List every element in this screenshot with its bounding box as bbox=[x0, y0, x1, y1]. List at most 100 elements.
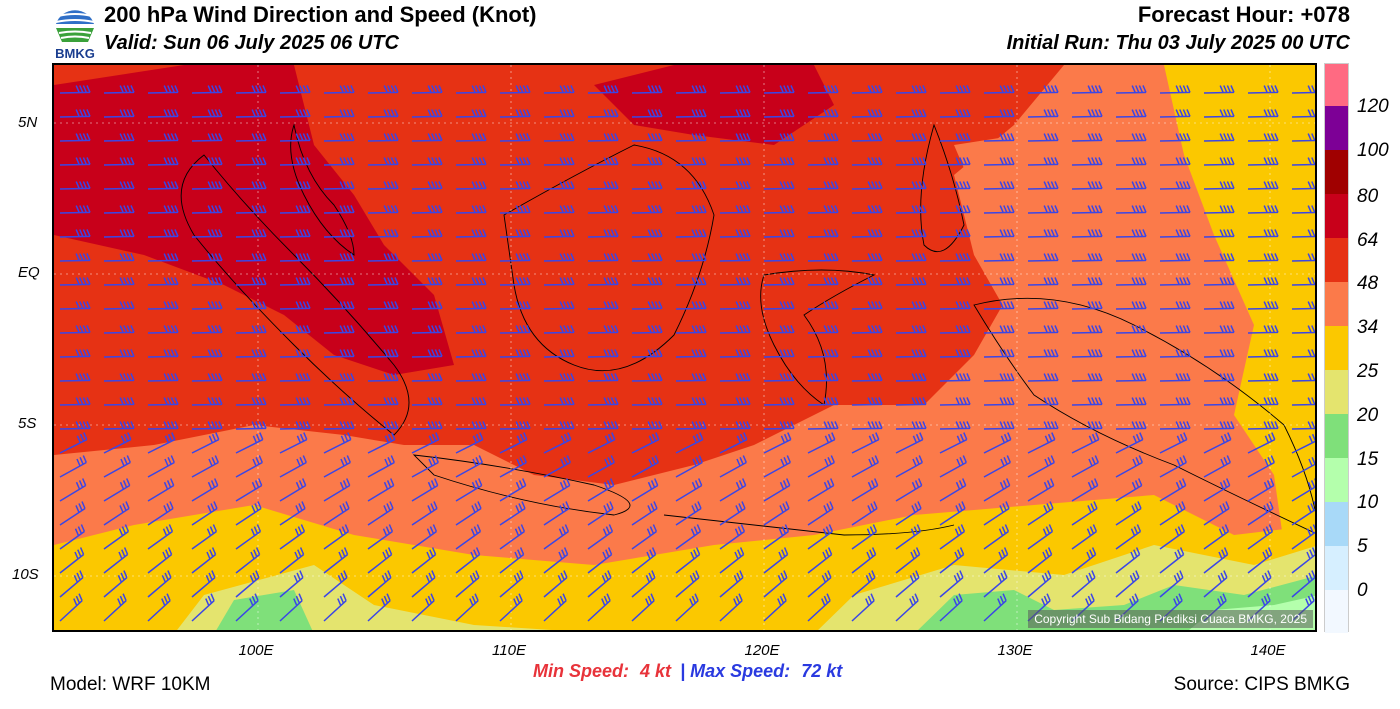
wind-barb bbox=[1159, 85, 1191, 94]
wind-barb bbox=[675, 109, 707, 118]
wind-barb bbox=[895, 478, 923, 502]
wind-barb bbox=[499, 85, 531, 94]
wind-barb bbox=[411, 301, 443, 310]
wind-barb bbox=[279, 455, 307, 478]
wind-barb bbox=[983, 229, 1015, 238]
wind-barb bbox=[631, 205, 663, 214]
wind-barb bbox=[719, 157, 751, 166]
wind-barb bbox=[103, 205, 135, 214]
wind-barb bbox=[411, 501, 438, 526]
wind-barb bbox=[323, 570, 348, 598]
wind-barb bbox=[147, 85, 179, 94]
wind-barb bbox=[191, 397, 223, 406]
wind-barb bbox=[807, 181, 839, 190]
wind-barb bbox=[719, 133, 751, 142]
wind-barb bbox=[323, 253, 355, 262]
wind-barb bbox=[675, 397, 707, 406]
wind-barb bbox=[1203, 349, 1235, 358]
wind-barb bbox=[807, 349, 839, 358]
wind-barb bbox=[807, 301, 839, 310]
wind-barb bbox=[1071, 478, 1099, 502]
wind-barb bbox=[939, 501, 966, 526]
wind-barb bbox=[1203, 432, 1232, 454]
wind-barb bbox=[1291, 349, 1315, 358]
wind-barb bbox=[807, 570, 832, 598]
wind-barb bbox=[631, 325, 663, 334]
legend-swatch-120 bbox=[1325, 106, 1348, 150]
wind-barb bbox=[1159, 478, 1187, 502]
wind-barb bbox=[631, 181, 663, 190]
wind-barb bbox=[983, 133, 1015, 142]
wind-barb bbox=[235, 349, 267, 358]
wind-barb bbox=[279, 133, 311, 142]
wind-barb bbox=[499, 501, 526, 526]
wind-barb bbox=[1027, 421, 1059, 430]
wind-barb bbox=[719, 501, 746, 526]
wind-barb bbox=[1247, 432, 1276, 454]
wind-barb bbox=[367, 455, 395, 478]
wind-barb bbox=[719, 547, 745, 574]
wind-barb bbox=[939, 421, 971, 430]
wind-barb bbox=[1159, 373, 1191, 382]
wind-barb bbox=[235, 133, 267, 142]
wind-barb bbox=[939, 277, 971, 286]
wind-barb bbox=[1247, 157, 1279, 166]
wind-barb bbox=[1247, 253, 1279, 262]
wind-barb bbox=[411, 455, 439, 478]
wind-barb bbox=[587, 109, 619, 118]
wind-barb bbox=[851, 421, 883, 430]
wind-barb bbox=[59, 397, 91, 406]
wind-barb bbox=[851, 524, 878, 550]
wind-barb bbox=[455, 421, 487, 430]
sulawesi-coast bbox=[760, 269, 876, 406]
wind-barb bbox=[763, 181, 795, 190]
wind-barb bbox=[191, 301, 223, 310]
wind-barb bbox=[147, 109, 179, 118]
wind-barb bbox=[1115, 181, 1147, 190]
wind-barb bbox=[1115, 501, 1142, 526]
wind-barb bbox=[851, 373, 883, 382]
wind-barb bbox=[587, 570, 612, 598]
wind-barb bbox=[411, 277, 443, 286]
wind-barb bbox=[1115, 205, 1147, 214]
wind-barb bbox=[1159, 133, 1191, 142]
wind-barb bbox=[587, 181, 619, 190]
wind-barb bbox=[323, 373, 355, 382]
wind-barb bbox=[807, 478, 835, 502]
wind-barb bbox=[763, 455, 791, 478]
wind-barb bbox=[1159, 325, 1191, 334]
wind-barb bbox=[983, 501, 1010, 526]
wind-barb bbox=[1203, 181, 1235, 190]
wind-barb bbox=[763, 547, 789, 574]
wind-barb bbox=[1027, 501, 1054, 526]
wind-barb bbox=[191, 157, 223, 166]
legend-swatch-25 bbox=[1325, 370, 1348, 414]
wind-barb bbox=[587, 205, 619, 214]
wind-barb bbox=[631, 455, 659, 478]
wind-barb bbox=[1247, 397, 1279, 406]
wind-barb bbox=[675, 133, 707, 142]
wind-barb bbox=[939, 478, 967, 502]
wind-barb bbox=[631, 85, 663, 94]
wind-barb bbox=[675, 570, 700, 598]
wind-barb bbox=[1203, 501, 1230, 526]
wind-barb bbox=[631, 349, 663, 358]
wind-barb bbox=[1247, 301, 1279, 310]
max-speed-label: Max Speed: bbox=[690, 661, 791, 681]
wind-barb bbox=[543, 421, 575, 430]
wind-barb bbox=[543, 181, 575, 190]
wind-barb bbox=[279, 593, 303, 622]
wind-barb bbox=[147, 133, 179, 142]
wind-barb bbox=[807, 524, 834, 550]
wind-barb bbox=[279, 181, 311, 190]
wind-barb bbox=[1291, 85, 1315, 94]
wind-barb bbox=[499, 570, 524, 598]
wind-barb bbox=[411, 205, 443, 214]
wind-barb bbox=[763, 277, 795, 286]
wind-barb bbox=[983, 524, 1010, 550]
wind-barb bbox=[543, 229, 575, 238]
forecast-hour: Forecast Hour: +078 bbox=[1137, 2, 1350, 27]
wind-barb bbox=[1203, 205, 1235, 214]
wind-barb bbox=[895, 325, 927, 334]
lon-label-110e: 110E bbox=[492, 642, 526, 659]
